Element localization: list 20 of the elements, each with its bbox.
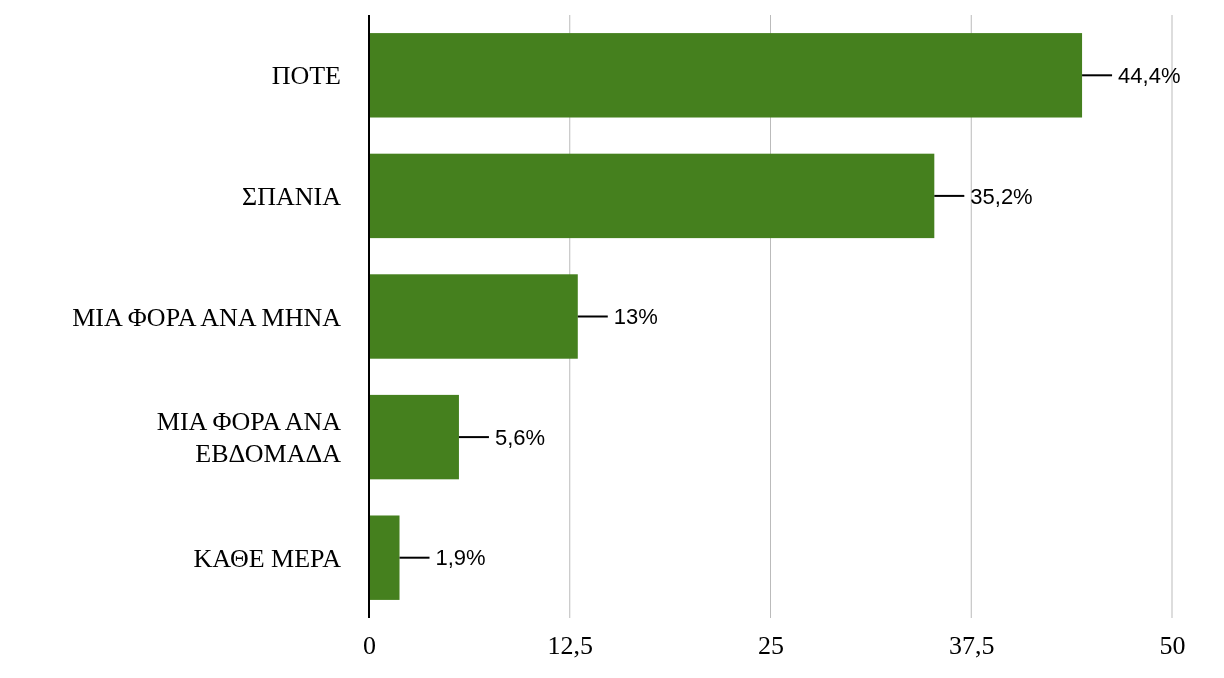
bar xyxy=(369,515,400,600)
bar xyxy=(369,33,1083,118)
x-tick-label: 50 xyxy=(1159,631,1186,661)
y-tick-label: ΚΑΘΕ ΜΕΡΑ xyxy=(193,543,342,573)
y-tick-label: ΠΟΤΕ xyxy=(271,61,341,91)
x-tick-label: 25 xyxy=(758,631,784,661)
y-tick-label: ΜΙΑ ΦΟΡΑ ΑΝΑ ΜΗΝΑ xyxy=(72,302,342,332)
y-tick-label: ΜΙΑ ΦΟΡΑ ΑΝΑ ΕΒΔΟΜΑΔΑ xyxy=(156,407,342,469)
data-label: 35,2% xyxy=(970,183,1033,209)
data-label: 13% xyxy=(613,304,658,330)
data-label: 5,6% xyxy=(494,424,546,450)
x-tick-label: 12,5 xyxy=(547,631,593,661)
bar xyxy=(369,274,578,359)
data-label: 1,9% xyxy=(435,545,486,571)
x-tick-label: 0 xyxy=(363,631,376,661)
data-label: 44,4% xyxy=(1118,63,1181,88)
bar xyxy=(369,153,935,239)
x-tick-label: 37,5 xyxy=(949,631,995,661)
bar xyxy=(369,394,459,480)
y-tick-label: ΣΠΑΝΙΑ xyxy=(242,182,342,211)
